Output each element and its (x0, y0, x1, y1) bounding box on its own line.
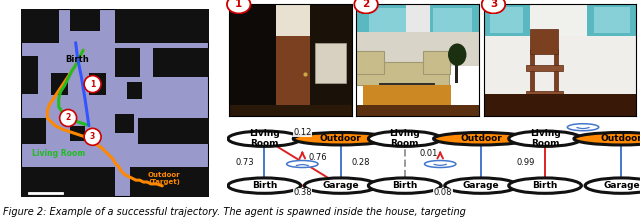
Text: 0.01: 0.01 (419, 149, 438, 158)
Bar (115, 9, 209, 43)
Text: 1: 1 (90, 79, 95, 89)
Bar (484, 4, 636, 36)
Text: Figure 2: Example of a successful trajectory. The agent is spawned inside the ho: Figure 2: Example of a successful trajec… (3, 207, 466, 217)
Bar (115, 48, 140, 77)
Text: Garage: Garage (463, 181, 499, 190)
Bar (484, 4, 529, 36)
Text: 3: 3 (90, 132, 95, 141)
Circle shape (424, 161, 456, 168)
Bar (529, 49, 534, 96)
Bar (315, 43, 346, 83)
Bar (356, 4, 479, 36)
Text: 0.73: 0.73 (236, 158, 254, 167)
Text: Garage: Garage (603, 181, 640, 190)
Bar (51, 73, 68, 95)
Text: Outdoor: Outdoor (600, 134, 640, 143)
Circle shape (84, 128, 101, 145)
Text: Outdoor: Outdoor (460, 134, 502, 143)
Bar (21, 118, 45, 144)
Bar (356, 105, 479, 116)
Bar (484, 94, 636, 116)
Bar (433, 8, 472, 32)
Text: Birth: Birth (392, 181, 417, 190)
Bar (21, 167, 115, 197)
Ellipse shape (228, 178, 301, 193)
Circle shape (227, 0, 250, 13)
Bar (490, 7, 524, 34)
Bar (363, 85, 451, 105)
Ellipse shape (293, 132, 388, 145)
Bar (153, 48, 209, 77)
Bar (276, 4, 310, 36)
Text: Birth: Birth (532, 181, 557, 190)
Bar (131, 167, 209, 197)
Text: 3: 3 (490, 0, 497, 9)
Bar (588, 4, 636, 36)
Bar (70, 125, 85, 141)
Bar (21, 56, 38, 94)
Circle shape (84, 76, 101, 93)
Bar (484, 36, 636, 94)
Text: 0.99: 0.99 (516, 158, 534, 167)
Bar (229, 4, 276, 116)
Circle shape (355, 0, 378, 13)
Text: Living
Room: Living Room (249, 129, 280, 148)
Text: 2: 2 (65, 113, 71, 122)
Ellipse shape (228, 131, 301, 147)
Text: Living Room: Living Room (32, 149, 85, 158)
Circle shape (482, 0, 505, 13)
Bar (529, 29, 559, 53)
Ellipse shape (369, 178, 441, 193)
Circle shape (287, 161, 318, 168)
Bar (70, 9, 100, 31)
Text: 0.08: 0.08 (434, 188, 452, 197)
Bar (276, 36, 310, 116)
Bar (138, 118, 209, 144)
Text: 1: 1 (235, 0, 243, 9)
Text: 0.76: 0.76 (309, 153, 328, 162)
Bar (527, 65, 563, 71)
Text: 2: 2 (362, 0, 370, 9)
Text: 0.28: 0.28 (351, 158, 370, 167)
Ellipse shape (434, 132, 529, 145)
Ellipse shape (305, 178, 377, 193)
Bar (369, 8, 406, 32)
Bar (356, 62, 449, 85)
Bar (554, 49, 559, 96)
Text: Garage: Garage (323, 181, 359, 190)
Bar (356, 51, 383, 74)
Text: Living
Room: Living Room (389, 129, 420, 148)
Bar (21, 9, 59, 43)
Ellipse shape (448, 43, 467, 66)
Bar (430, 4, 479, 32)
Bar (593, 7, 630, 34)
Bar (115, 114, 134, 133)
Text: 0.38: 0.38 (293, 188, 312, 197)
Bar (379, 83, 434, 96)
Ellipse shape (369, 131, 441, 147)
Text: Living
Room: Living Room (530, 129, 561, 148)
Bar (229, 105, 352, 116)
Bar (356, 4, 406, 32)
Text: Birth: Birth (66, 55, 90, 64)
Circle shape (60, 110, 77, 127)
Ellipse shape (574, 132, 640, 145)
Text: Outdoor: Outdoor (320, 134, 362, 143)
Ellipse shape (585, 178, 640, 193)
Text: Outdoor
(Target): Outdoor (Target) (148, 172, 180, 185)
Bar (310, 4, 352, 116)
Ellipse shape (445, 178, 517, 193)
Bar (356, 32, 479, 66)
Ellipse shape (509, 178, 581, 193)
Bar (455, 62, 458, 83)
Circle shape (567, 124, 599, 131)
Bar (127, 82, 141, 99)
Text: Birth: Birth (252, 181, 277, 190)
Bar (89, 73, 106, 95)
Bar (423, 51, 450, 74)
Bar (527, 92, 563, 96)
Text: 0.12: 0.12 (293, 128, 312, 137)
Ellipse shape (509, 131, 581, 147)
